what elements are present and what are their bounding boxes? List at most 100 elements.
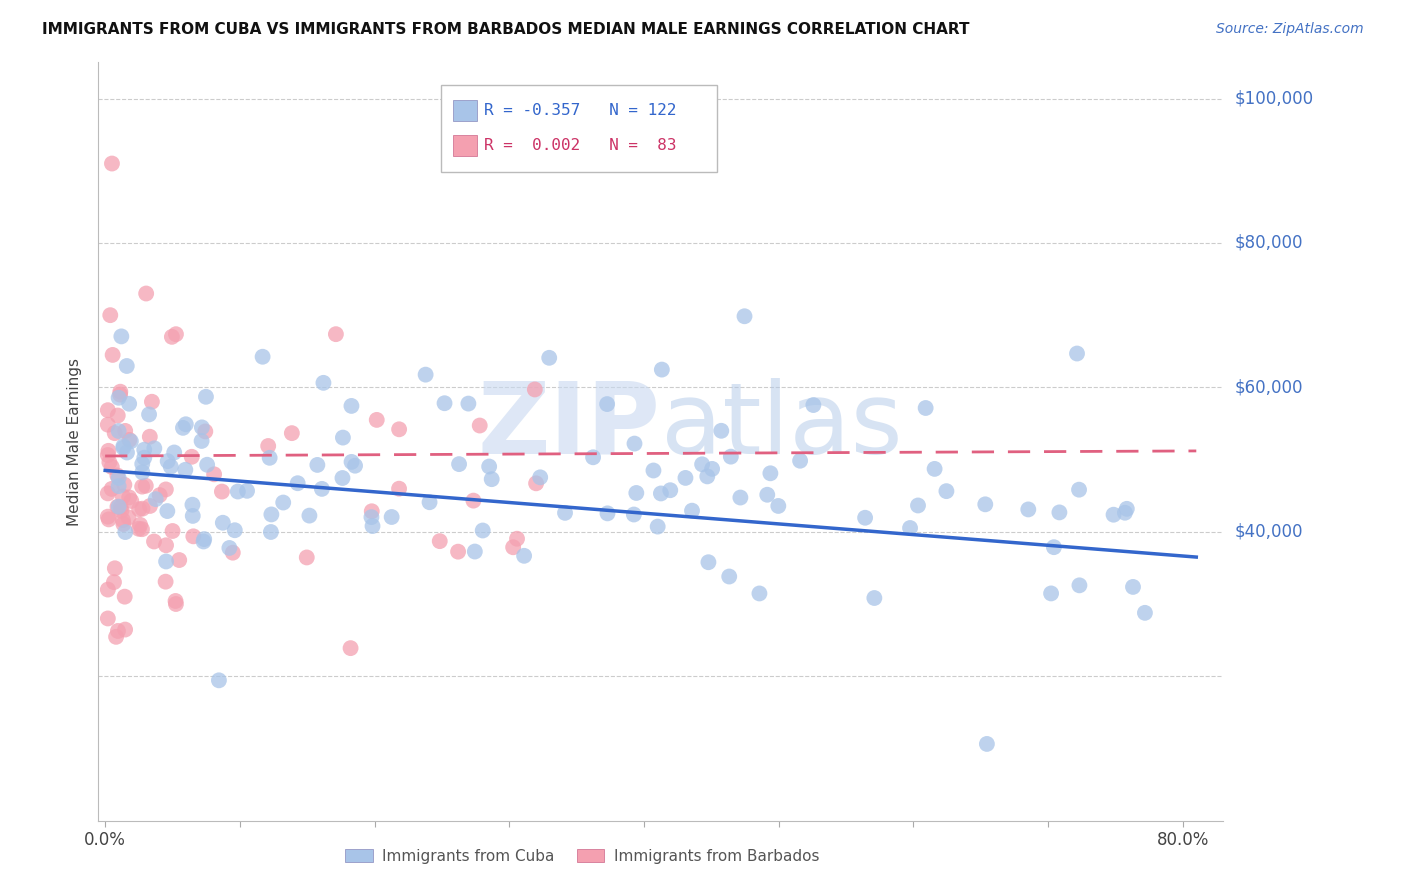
Point xyxy=(98,455,121,469)
Point xyxy=(155,538,177,552)
Point xyxy=(129,517,152,532)
Point xyxy=(107,424,129,438)
Point xyxy=(118,433,141,447)
Point xyxy=(97,512,120,526)
Point xyxy=(696,469,718,483)
Point xyxy=(626,486,648,500)
Point xyxy=(360,510,382,524)
Point xyxy=(112,516,135,531)
Point xyxy=(110,329,132,343)
Point xyxy=(97,448,120,462)
Point xyxy=(478,459,501,474)
Point xyxy=(1017,502,1039,516)
Point xyxy=(139,430,162,444)
Point xyxy=(1069,578,1091,592)
Point xyxy=(131,457,153,471)
Point xyxy=(582,450,605,465)
Point xyxy=(105,630,128,644)
Point xyxy=(924,462,946,476)
Point xyxy=(260,508,283,522)
Point xyxy=(260,524,283,539)
Point xyxy=(97,443,120,458)
Point xyxy=(224,523,246,537)
Point xyxy=(974,497,997,511)
Point xyxy=(195,458,218,472)
Point xyxy=(97,486,120,500)
Point xyxy=(143,534,166,549)
Point xyxy=(1122,580,1144,594)
Point xyxy=(134,442,156,457)
Point xyxy=(211,516,233,530)
Point xyxy=(471,524,494,538)
Point xyxy=(174,463,197,477)
Point xyxy=(174,417,197,432)
Point xyxy=(596,507,619,521)
Point xyxy=(115,359,138,373)
Point xyxy=(734,310,756,324)
Point xyxy=(332,431,354,445)
Point xyxy=(97,611,120,625)
Point xyxy=(160,330,183,344)
Point xyxy=(339,641,361,656)
Point xyxy=(149,488,172,502)
Point xyxy=(222,546,245,560)
Point xyxy=(165,327,187,342)
Point xyxy=(145,492,167,507)
Point xyxy=(162,524,184,538)
Point xyxy=(360,504,382,518)
Point xyxy=(114,524,136,539)
Text: IMMIGRANTS FROM CUBA VS IMMIGRANTS FROM BARBADOS MEDIAN MALE EARNINGS CORRELATIO: IMMIGRANTS FROM CUBA VS IMMIGRANTS FROM … xyxy=(42,22,970,37)
Point xyxy=(165,594,187,608)
Point xyxy=(710,424,733,438)
Point xyxy=(131,522,153,536)
Point xyxy=(271,495,294,509)
Point xyxy=(506,532,529,546)
Point xyxy=(107,479,129,493)
Point xyxy=(159,459,181,474)
Point xyxy=(155,574,177,589)
Point xyxy=(107,624,129,638)
Point xyxy=(415,368,437,382)
Text: atlas: atlas xyxy=(661,378,903,475)
Point xyxy=(211,484,233,499)
Point xyxy=(194,390,217,404)
Point xyxy=(252,350,274,364)
Point xyxy=(863,591,886,605)
Point xyxy=(131,480,153,494)
Point xyxy=(756,488,779,502)
Point xyxy=(419,495,441,509)
Point xyxy=(107,468,129,483)
Point xyxy=(101,460,124,475)
Point xyxy=(226,484,249,499)
Point xyxy=(114,590,136,604)
Point xyxy=(381,510,404,524)
Point xyxy=(112,441,135,455)
FancyBboxPatch shape xyxy=(441,85,717,172)
Point xyxy=(141,394,163,409)
Point xyxy=(449,457,471,471)
Point xyxy=(1066,346,1088,360)
Point xyxy=(97,582,120,597)
Point xyxy=(1067,483,1090,497)
Text: ZIP: ZIP xyxy=(478,378,661,475)
Legend: Immigrants from Cuba, Immigrants from Barbados: Immigrants from Cuba, Immigrants from Ba… xyxy=(339,843,825,870)
Point xyxy=(156,504,179,518)
Point xyxy=(1047,505,1070,519)
Point xyxy=(98,308,121,322)
Point xyxy=(650,486,672,500)
Point xyxy=(361,519,384,533)
Text: $80,000: $80,000 xyxy=(1234,234,1303,252)
Point xyxy=(202,467,225,482)
Point xyxy=(138,408,160,422)
Point xyxy=(131,465,153,479)
Point xyxy=(730,491,752,505)
Point xyxy=(181,508,204,523)
Point xyxy=(120,434,142,449)
Point xyxy=(134,450,156,465)
Point xyxy=(748,586,770,600)
Point xyxy=(643,463,665,477)
Point xyxy=(135,286,157,301)
Point xyxy=(513,549,536,563)
Text: R =  0.002   N =  83: R = 0.002 N = 83 xyxy=(484,138,676,153)
Point xyxy=(524,476,547,491)
